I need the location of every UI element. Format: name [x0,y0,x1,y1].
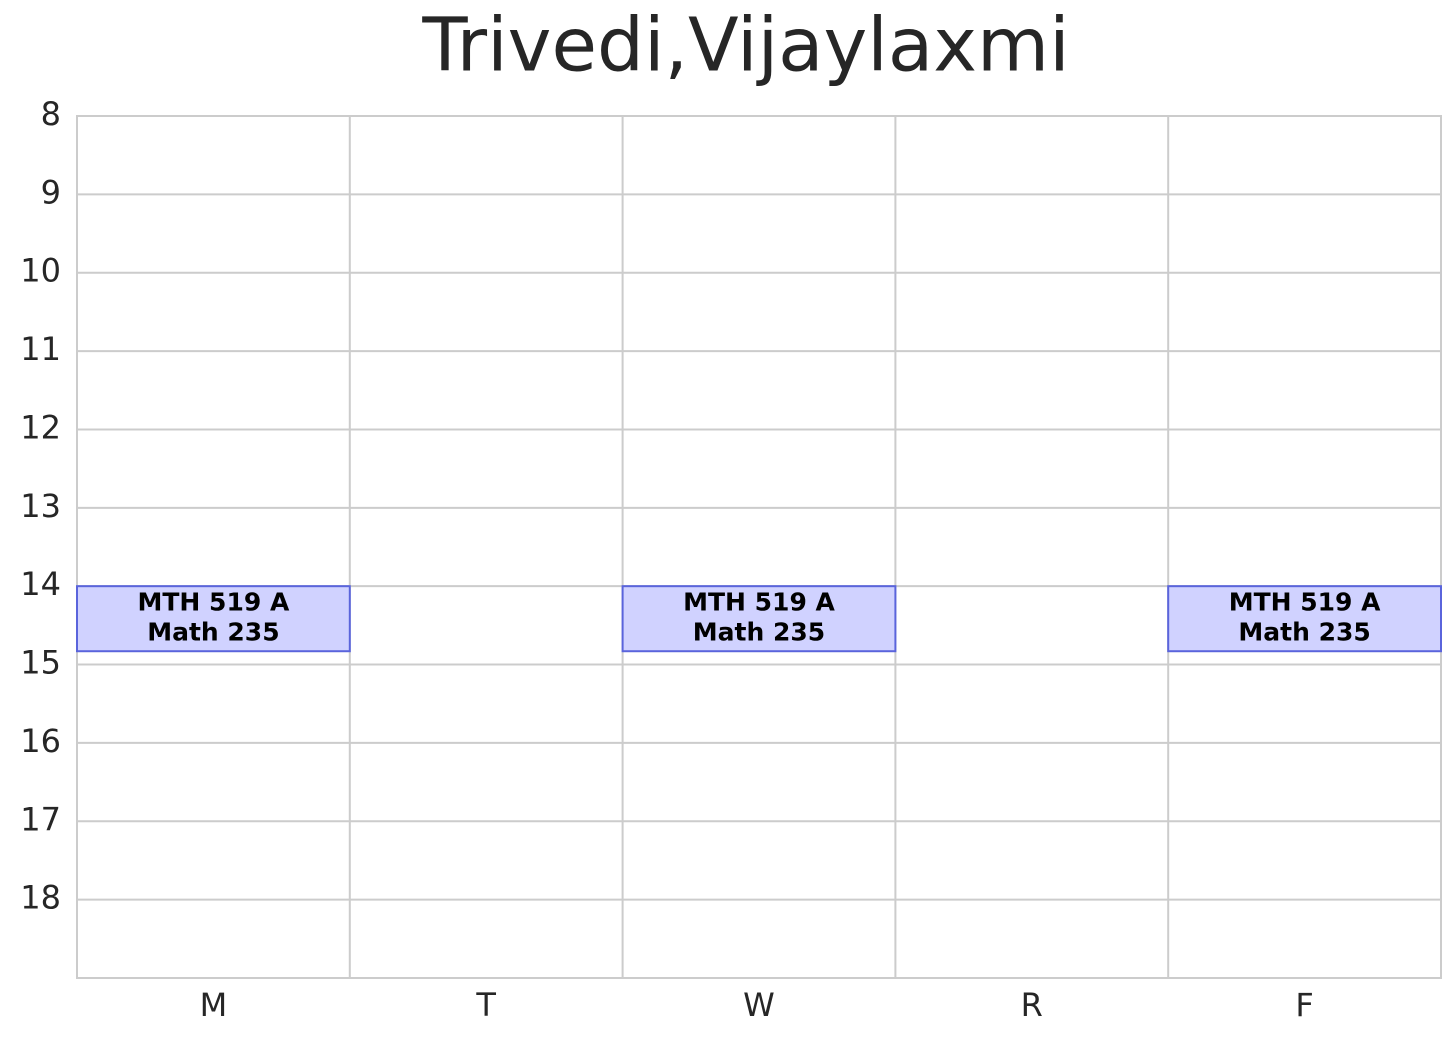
event-block [621,585,897,653]
y-tick-label: 10 [20,252,61,290]
y-tick-label: 13 [20,487,61,525]
x-tick-label: M [200,986,228,1024]
x-tick-label: F [1295,986,1313,1024]
event-room: Math 235 [147,618,279,647]
y-tick-label: 12 [20,408,61,446]
event-room: Math 235 [693,618,825,647]
event-block [1167,585,1442,653]
y-tick-label: 8 [41,95,61,133]
event-course: MTH 519 A [1229,588,1381,617]
y-tick-label: 16 [20,722,61,760]
event-course: MTH 519 A [683,588,835,617]
y-tick-label: 14 [20,565,61,603]
y-tick-label: 17 [20,800,61,838]
event-course: MTH 519 A [138,588,290,617]
y-tick-label: 15 [20,644,61,682]
event-block [76,585,351,653]
event-room: Math 235 [1238,618,1370,647]
chart-title: Trivedi,Vijaylaxmi [421,3,1069,89]
x-tick-label: T [475,986,496,1024]
y-tick-label: 9 [41,173,61,211]
y-tick-label: 11 [20,330,61,368]
x-tick-label: R [1021,986,1043,1024]
y-tick-label: 18 [20,879,61,917]
plot-border [76,115,1442,979]
x-tick-label: W [743,986,775,1024]
